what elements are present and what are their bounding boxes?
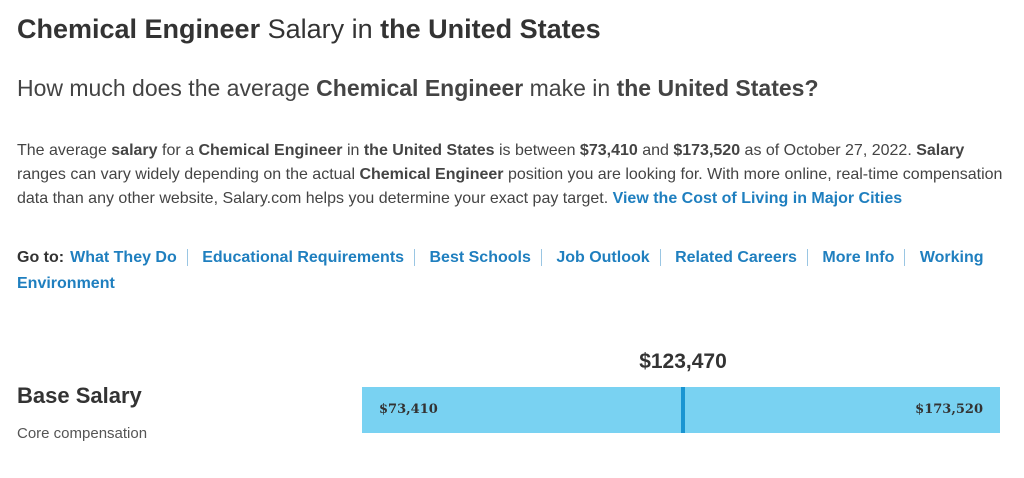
salary-title: Base Salary <box>17 383 142 408</box>
text-segment: in <box>342 142 364 159</box>
nav-link[interactable]: Job Outlook <box>556 249 661 266</box>
text-segment: the United States? <box>616 75 819 101</box>
text-segment: make in <box>523 75 617 101</box>
text-segment: Chemical Engineer <box>17 14 261 44</box>
text-segment: the United States <box>380 14 601 44</box>
text-segment: ranges can vary widely depending on the … <box>17 166 360 183</box>
text-segment: How much does the average <box>17 75 317 101</box>
text-segment: for a <box>157 142 199 159</box>
nav-link[interactable]: What They Do <box>70 249 188 266</box>
text-segment: Salary in <box>260 14 381 44</box>
median-marker <box>681 387 685 433</box>
text-segment: Chemical Engineer <box>359 166 504 183</box>
nav-link[interactable]: Working Environment <box>17 249 984 292</box>
nav-link[interactable]: Educational Requirements <box>202 249 416 266</box>
text-segment: $173,520 <box>673 142 741 159</box>
salary-range-bar: $73,410 $173,520 <box>362 387 1000 433</box>
text-segment: Salary <box>916 142 965 159</box>
summary-paragraph: The average salary for a Chemical Engine… <box>17 139 1007 211</box>
question-heading: How much does the average Chemical Engin… <box>17 75 819 102</box>
text-segment: as of October 27, 2022. <box>740 142 917 159</box>
text-segment: The average <box>17 142 112 159</box>
page-title: Chemical Engineer Salary in the United S… <box>17 14 601 45</box>
nav-link[interactable]: Best Schools <box>429 249 542 266</box>
salary-subtitle: Core compensation <box>17 425 148 442</box>
nav-link[interactable]: More Info <box>822 249 906 266</box>
nav-link[interactable]: Related Careers <box>675 249 808 266</box>
text-segment: $73,410 <box>579 142 638 159</box>
text-segment: Chemical Engineer <box>198 142 343 159</box>
text-segment: Chemical Engineer <box>316 75 524 101</box>
goto-nav: Go to: What They Do Educational Requireme… <box>17 245 997 297</box>
link[interactable]: View the Cost of Living in Major Cities <box>612 190 903 207</box>
text-segment: the United States <box>363 142 495 159</box>
median-label: $123,470 <box>639 350 727 373</box>
max-label: $173,520 <box>915 402 983 417</box>
min-label: $73,410 <box>379 402 438 417</box>
text-segment: salary <box>111 142 158 159</box>
text-segment: position you are looking for. With more … <box>17 166 1003 207</box>
goto-label: Go to: <box>17 249 65 266</box>
text-segment: and <box>637 142 674 159</box>
text-segment: is between <box>494 142 580 159</box>
